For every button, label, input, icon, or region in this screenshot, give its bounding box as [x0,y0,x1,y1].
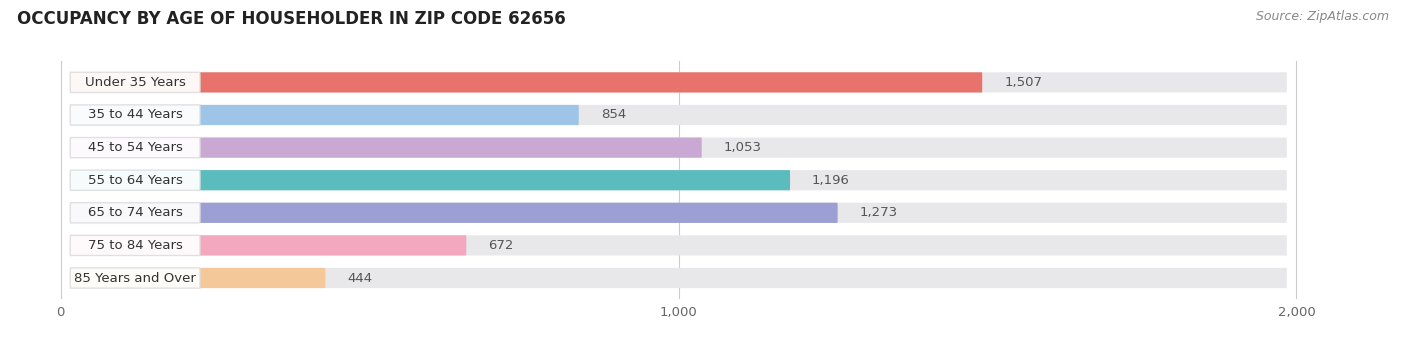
FancyBboxPatch shape [70,105,579,125]
FancyBboxPatch shape [70,268,1286,288]
Text: 75 to 84 Years: 75 to 84 Years [87,239,183,252]
FancyBboxPatch shape [70,72,200,92]
Text: Source: ZipAtlas.com: Source: ZipAtlas.com [1256,10,1389,23]
Text: 854: 854 [600,108,626,121]
Text: 85 Years and Over: 85 Years and Over [75,272,195,285]
FancyBboxPatch shape [70,235,200,256]
FancyBboxPatch shape [70,170,1286,190]
FancyBboxPatch shape [70,72,983,92]
Text: OCCUPANCY BY AGE OF HOUSEHOLDER IN ZIP CODE 62656: OCCUPANCY BY AGE OF HOUSEHOLDER IN ZIP C… [17,10,565,28]
Text: 65 to 74 Years: 65 to 74 Years [87,206,183,219]
Text: 444: 444 [347,272,373,285]
Text: 1,273: 1,273 [859,206,897,219]
FancyBboxPatch shape [70,137,200,158]
FancyBboxPatch shape [70,105,200,125]
Text: Under 35 Years: Under 35 Years [84,76,186,89]
FancyBboxPatch shape [70,170,790,190]
Text: 1,507: 1,507 [1004,76,1042,89]
Text: 1,196: 1,196 [813,174,849,187]
FancyBboxPatch shape [70,137,702,158]
FancyBboxPatch shape [70,235,1286,256]
FancyBboxPatch shape [70,137,1286,158]
FancyBboxPatch shape [70,203,838,223]
Text: 35 to 44 Years: 35 to 44 Years [87,108,183,121]
Text: 55 to 64 Years: 55 to 64 Years [87,174,183,187]
FancyBboxPatch shape [70,268,325,288]
FancyBboxPatch shape [70,203,200,223]
FancyBboxPatch shape [70,235,467,256]
FancyBboxPatch shape [70,72,1286,92]
Text: 672: 672 [488,239,513,252]
FancyBboxPatch shape [70,170,200,190]
FancyBboxPatch shape [70,268,200,288]
FancyBboxPatch shape [70,203,1286,223]
Text: 45 to 54 Years: 45 to 54 Years [87,141,183,154]
FancyBboxPatch shape [70,105,1286,125]
Text: 1,053: 1,053 [724,141,762,154]
